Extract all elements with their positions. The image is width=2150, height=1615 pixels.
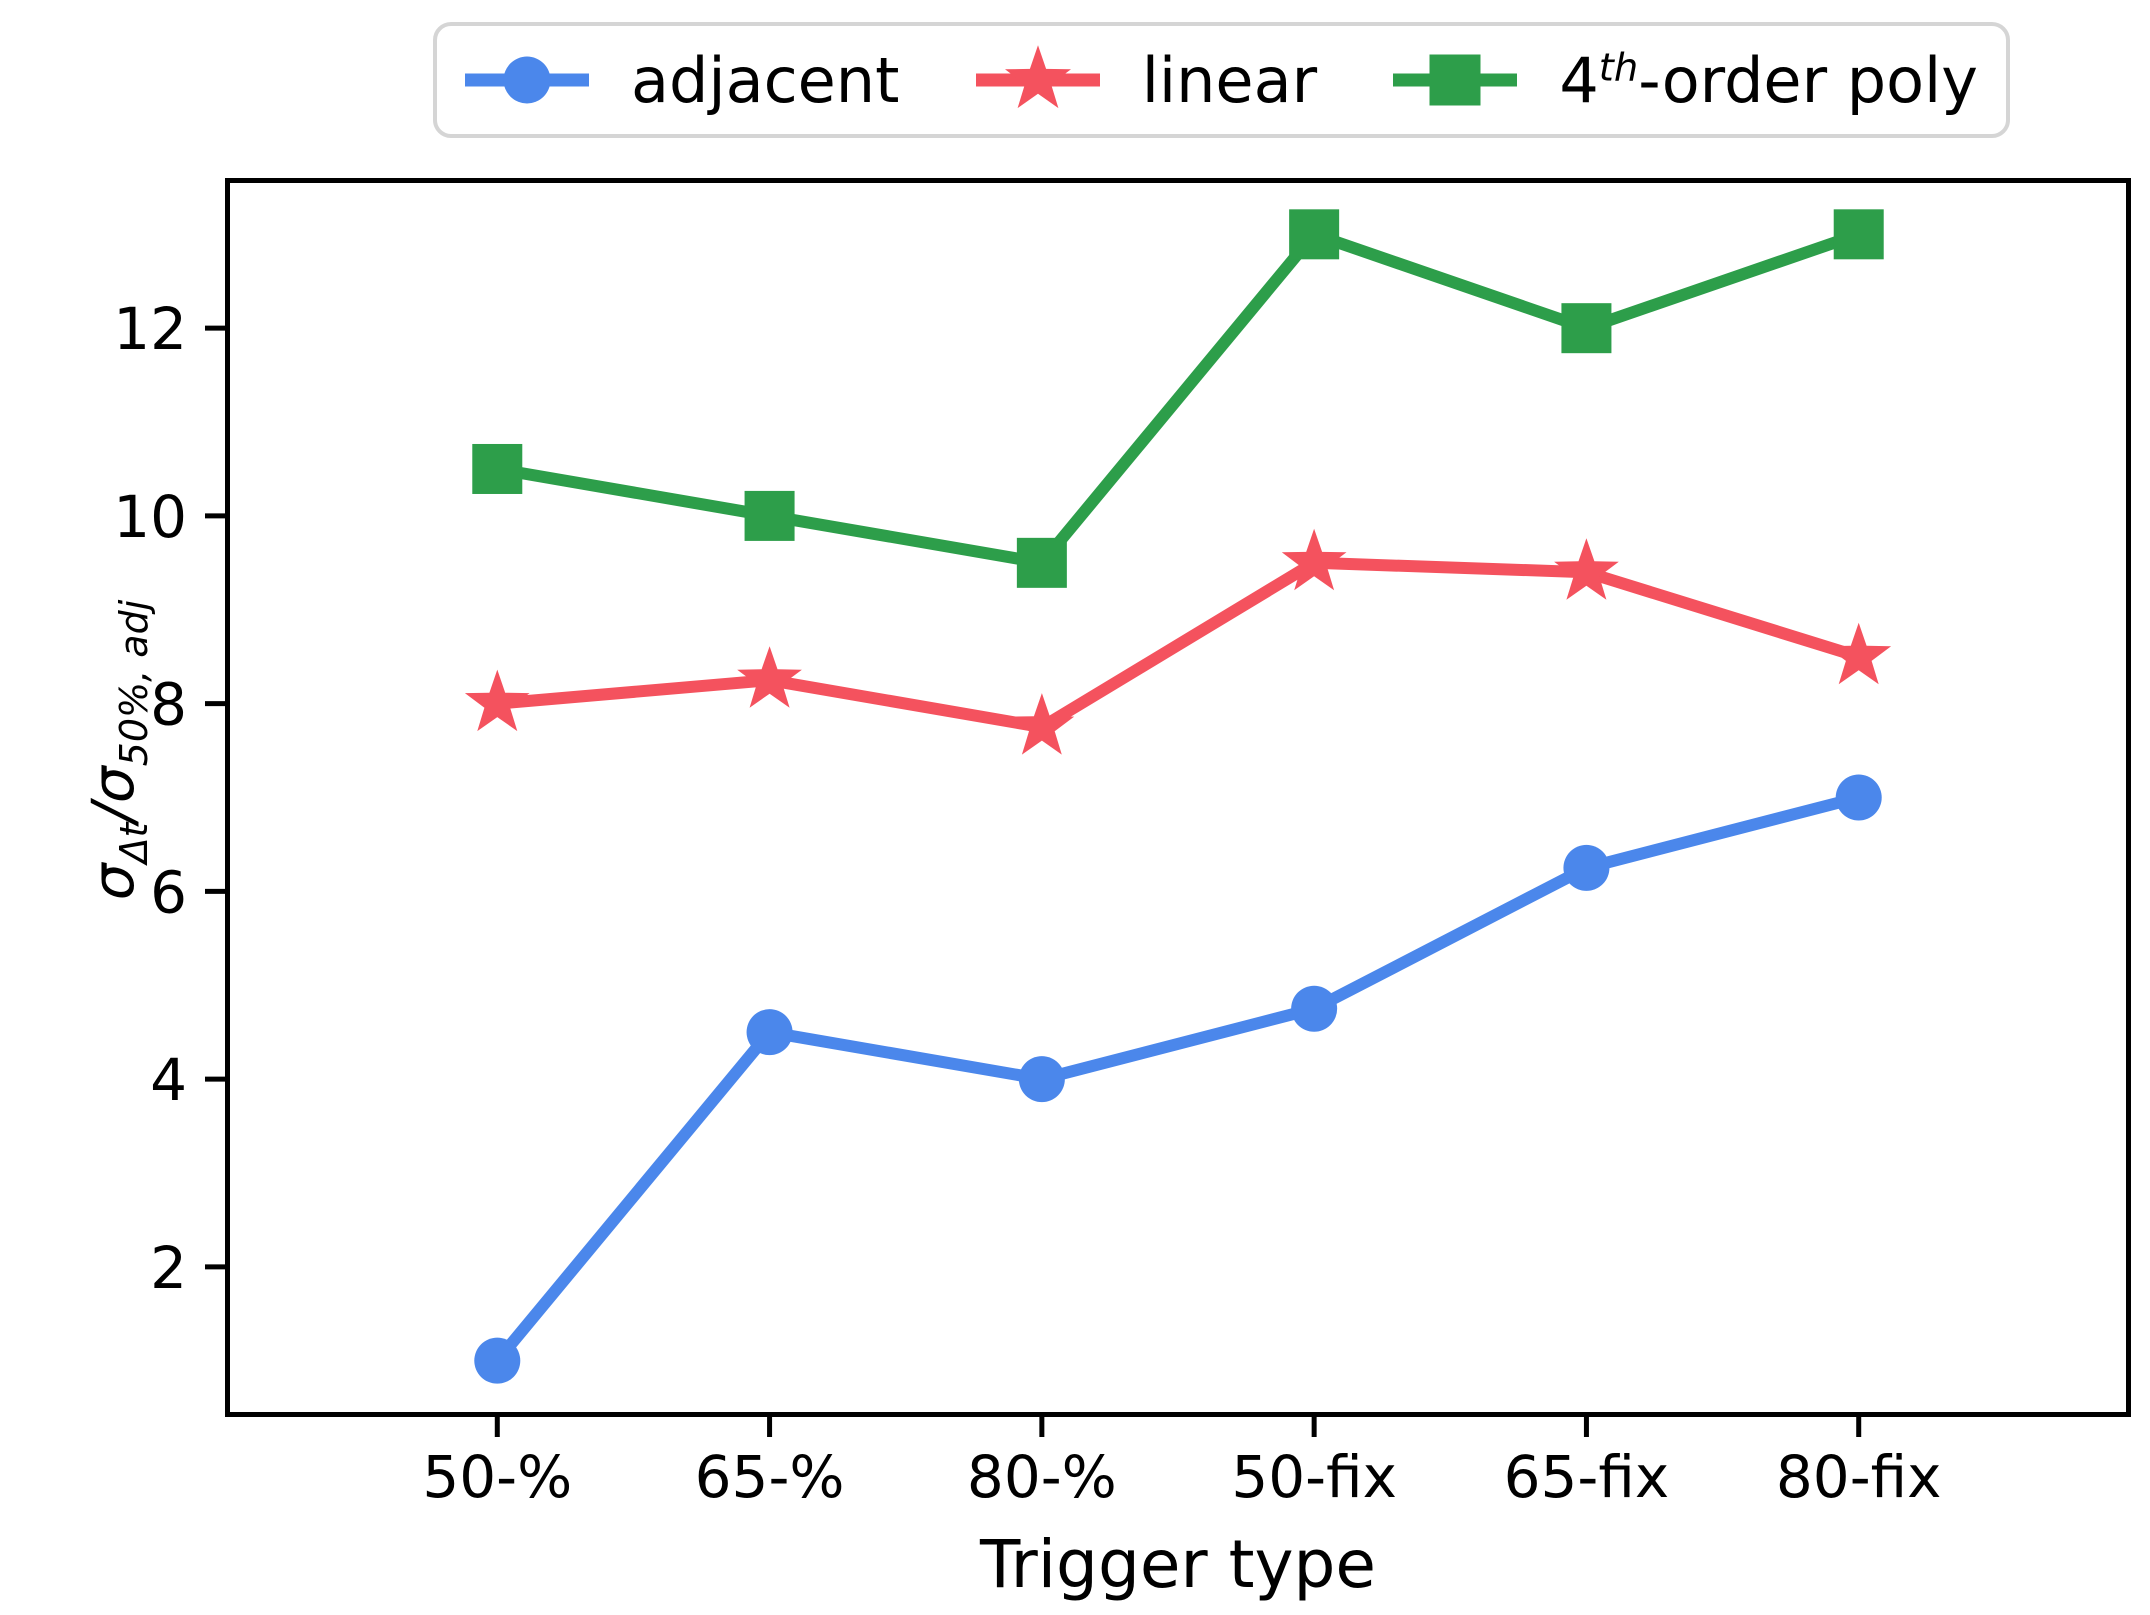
- marker-square: [1561, 303, 1612, 354]
- series-adjacent: [474, 774, 1882, 1384]
- series-line: [491, 791, 1865, 1367]
- marker-star: [1004, 45, 1071, 109]
- x-tick-label: 50-fix: [1231, 1443, 1397, 1511]
- legend: adjacent linear 4th-order poly: [433, 22, 2010, 138]
- x-tick-label: 50-%: [422, 1443, 572, 1511]
- marker-star: [737, 646, 802, 708]
- marker-circle: [1291, 985, 1338, 1032]
- legend-star-marker-icon: [975, 45, 1100, 109]
- legend-label-adjacent: adjacent: [631, 43, 900, 117]
- marker-square: [1016, 537, 1067, 588]
- marker-star: [1009, 693, 1075, 755]
- legend-item-linear: linear: [975, 42, 1318, 118]
- marker-star: [1554, 538, 1619, 600]
- marker-circle: [503, 56, 551, 104]
- x-tick-label: 65-%: [695, 1443, 845, 1511]
- marker-circle: [1563, 844, 1610, 891]
- legend-label-4th-order-poly: 4th-order poly: [1559, 43, 1978, 117]
- x-tick-label: 80-%: [967, 1443, 1117, 1511]
- marker-circle: [1018, 1056, 1065, 1103]
- y-axis-label-sub2: 50%, adj: [112, 599, 156, 767]
- series-linear: [464, 528, 1892, 755]
- series-4th-order-poly: [472, 209, 1884, 588]
- marker-circle: [746, 1009, 793, 1056]
- marker-circle: [1835, 774, 1882, 821]
- marker-square: [1833, 209, 1884, 260]
- y-axis-label-sub1: Δt: [112, 822, 156, 864]
- y-tick-label: 2: [150, 1234, 187, 1302]
- x-tick-label: 80-fix: [1776, 1443, 1942, 1511]
- y-tick-label: 8: [150, 671, 187, 739]
- y-axis-label-sigma2: σ: [79, 766, 147, 804]
- series-line: [491, 228, 1865, 569]
- y-tick-label: 6: [150, 858, 187, 926]
- marker-circle: [474, 1337, 521, 1384]
- legend-item-4th-order-poly: 4th-order poly: [1393, 42, 1978, 118]
- plot-frame: [225, 178, 2131, 1417]
- legend-circle-marker-icon: [465, 56, 589, 104]
- marker-square: [1429, 54, 1481, 106]
- marker-star: [464, 669, 530, 732]
- marker-star: [1826, 622, 1892, 685]
- y-tick-label: 12: [113, 295, 187, 363]
- x-axis-label: Trigger type: [979, 1526, 1376, 1603]
- y-axis-label-slash: /: [79, 803, 147, 823]
- marker-star: [1281, 528, 1347, 591]
- x-tick-label: 65-fix: [1504, 1443, 1670, 1511]
- legend-item-adjacent: adjacent: [465, 42, 899, 118]
- marker-square: [744, 490, 795, 541]
- y-tick-label: 10: [113, 483, 187, 551]
- marker-square: [1289, 209, 1340, 260]
- y-tick-label: 4: [150, 1046, 187, 1114]
- series-line: [491, 556, 1865, 734]
- legend-square-marker-icon: [1393, 54, 1518, 106]
- y-axis-label: σΔt/σ50%, adj: [75, 450, 156, 1050]
- marker-square: [472, 443, 523, 494]
- y-axis-label-sigma1: σ: [79, 863, 147, 901]
- legend-label-linear: linear: [1141, 43, 1318, 117]
